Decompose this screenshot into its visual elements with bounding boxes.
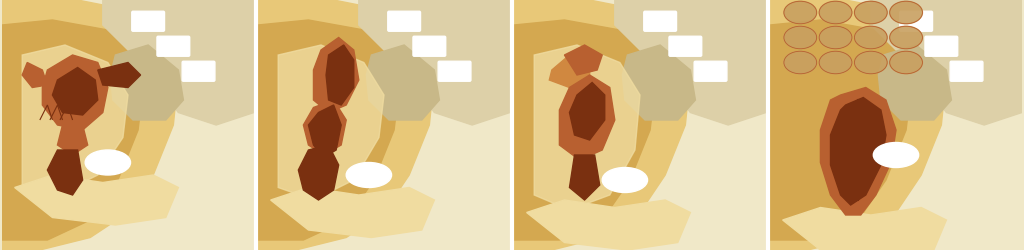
Polygon shape xyxy=(23,45,128,195)
Polygon shape xyxy=(367,45,439,120)
Polygon shape xyxy=(830,98,886,205)
Polygon shape xyxy=(514,20,655,240)
Polygon shape xyxy=(2,20,143,240)
Polygon shape xyxy=(326,45,353,105)
Polygon shape xyxy=(564,45,602,75)
Polygon shape xyxy=(313,38,358,113)
Ellipse shape xyxy=(890,51,923,74)
Polygon shape xyxy=(57,125,88,155)
Polygon shape xyxy=(52,68,97,115)
Polygon shape xyxy=(270,188,434,238)
Polygon shape xyxy=(303,100,346,155)
FancyBboxPatch shape xyxy=(157,36,189,56)
Ellipse shape xyxy=(602,168,647,192)
Ellipse shape xyxy=(346,162,391,188)
Polygon shape xyxy=(614,0,766,125)
Polygon shape xyxy=(514,0,690,250)
Polygon shape xyxy=(569,155,600,200)
Ellipse shape xyxy=(890,1,923,24)
Polygon shape xyxy=(14,175,178,225)
Polygon shape xyxy=(279,45,384,200)
FancyBboxPatch shape xyxy=(132,11,165,31)
Polygon shape xyxy=(358,0,510,125)
Ellipse shape xyxy=(873,142,919,168)
FancyBboxPatch shape xyxy=(694,61,727,81)
Ellipse shape xyxy=(854,1,887,24)
FancyBboxPatch shape xyxy=(925,36,957,56)
Polygon shape xyxy=(526,200,690,250)
FancyBboxPatch shape xyxy=(438,61,471,81)
Polygon shape xyxy=(258,20,399,240)
Polygon shape xyxy=(308,105,341,158)
Ellipse shape xyxy=(854,26,887,49)
FancyBboxPatch shape xyxy=(950,61,983,81)
Polygon shape xyxy=(770,0,946,250)
Polygon shape xyxy=(559,75,614,160)
Polygon shape xyxy=(258,0,434,250)
Polygon shape xyxy=(111,45,183,120)
Polygon shape xyxy=(820,88,896,215)
Ellipse shape xyxy=(819,1,852,24)
Ellipse shape xyxy=(890,26,923,49)
Polygon shape xyxy=(23,62,47,88)
Polygon shape xyxy=(870,0,1022,125)
FancyBboxPatch shape xyxy=(182,61,215,81)
Polygon shape xyxy=(770,20,911,240)
Ellipse shape xyxy=(85,150,130,175)
FancyBboxPatch shape xyxy=(413,36,445,56)
Polygon shape xyxy=(2,0,178,250)
Polygon shape xyxy=(102,0,254,125)
Polygon shape xyxy=(782,208,946,250)
Ellipse shape xyxy=(819,51,852,74)
Ellipse shape xyxy=(819,26,852,49)
Polygon shape xyxy=(549,55,590,88)
Polygon shape xyxy=(623,45,695,120)
FancyBboxPatch shape xyxy=(388,11,421,31)
Ellipse shape xyxy=(854,51,887,74)
Ellipse shape xyxy=(784,26,817,49)
Polygon shape xyxy=(97,62,140,88)
Polygon shape xyxy=(879,45,951,120)
Polygon shape xyxy=(569,82,605,140)
Polygon shape xyxy=(42,55,108,130)
FancyBboxPatch shape xyxy=(669,36,701,56)
Polygon shape xyxy=(298,145,339,200)
Ellipse shape xyxy=(784,51,817,74)
Ellipse shape xyxy=(784,1,817,24)
Polygon shape xyxy=(535,45,640,210)
Polygon shape xyxy=(47,150,83,195)
FancyBboxPatch shape xyxy=(644,11,677,31)
FancyBboxPatch shape xyxy=(900,11,933,31)
